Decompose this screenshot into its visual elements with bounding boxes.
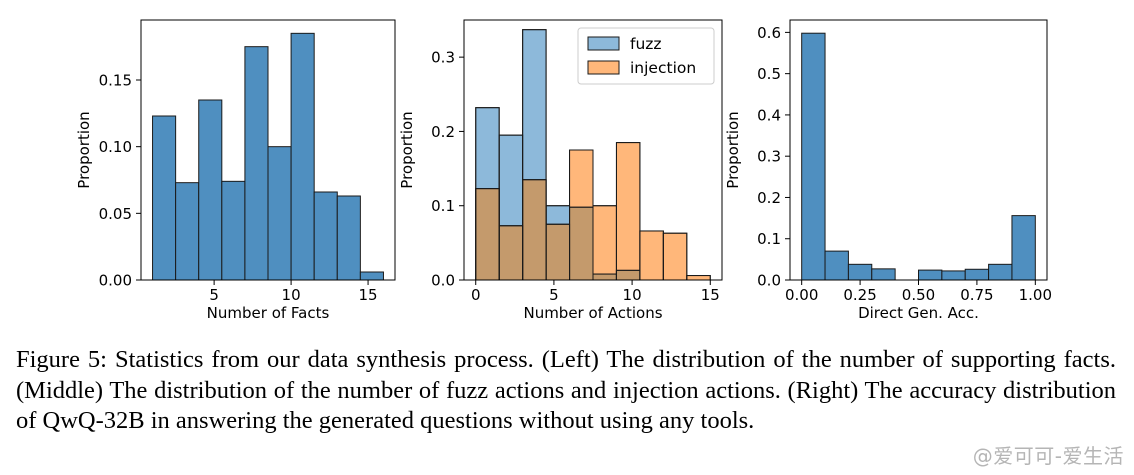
watermark-text: @爱可可-爱生活	[972, 444, 1124, 468]
bar-overlap-2	[498, 225, 524, 281]
bar-overlap-6	[592, 273, 617, 281]
bar-series-6	[267, 146, 292, 281]
bar-series-2	[824, 250, 849, 281]
bar-series-6	[918, 269, 943, 281]
x-tick-label: 5	[549, 286, 559, 304]
bar-series-7	[290, 32, 315, 281]
bar-injection-9	[662, 232, 688, 281]
y-axis-label: Proportion	[724, 111, 742, 188]
x-tick-label: 10	[623, 286, 642, 304]
x-tick-label: 0.50	[902, 286, 935, 304]
bar-series-5	[244, 46, 269, 281]
bar-overlap-5	[569, 206, 594, 281]
x-axis-label: Number of Facts	[207, 304, 330, 322]
legend-swatch-fuzz	[587, 36, 620, 51]
y-axis-label: Proportion	[398, 111, 416, 188]
legend-label-injection: injection	[630, 59, 696, 77]
y-tick-label: 0.10	[99, 138, 132, 156]
x-tick-label: 0.75	[960, 286, 993, 304]
chart-2: 0.0 0.1 0.2 0.3 0 5 10 15 Number of Actions Propo…	[398, 19, 723, 322]
bar-series-8	[313, 191, 338, 281]
bar-injection-7	[615, 142, 641, 281]
bar-series-4	[221, 180, 246, 281]
bar-series-2	[175, 182, 200, 281]
bar-series-1	[152, 115, 177, 281]
y-tick-label: 0.4	[757, 106, 781, 124]
bar-series-9	[988, 263, 1013, 281]
x-tick-label: 15	[359, 286, 378, 304]
x-tick-label: 0.25	[843, 286, 876, 304]
x-tick-label: 1.00	[1019, 286, 1052, 304]
legend-label-fuzz: fuzz	[630, 35, 662, 53]
y-tick-label: 0.00	[99, 272, 132, 290]
bar-overlap-1	[475, 188, 500, 281]
axes-frame	[140, 19, 396, 281]
bar-series-3	[198, 99, 223, 281]
y-tick-label: 0.3	[757, 148, 781, 166]
bar-series-1	[801, 32, 826, 281]
bar-injection-8	[639, 230, 664, 281]
bar-series-10	[1011, 215, 1036, 281]
bar-overlap-7	[615, 269, 641, 281]
x-tick-label: 10	[282, 286, 301, 304]
bar-series-9	[336, 195, 361, 281]
y-axis-label: Proportion	[75, 111, 93, 188]
y-tick-label: 0.2	[431, 123, 455, 141]
y-tick-label: 0.6	[757, 24, 781, 42]
x-axis-label: Direct Gen. Acc.	[858, 304, 979, 322]
y-tick-label: 0.15	[99, 72, 132, 90]
legend-swatch-injection	[587, 60, 620, 75]
y-tick-label: 0.5	[757, 65, 781, 83]
x-tick-label: 0.00	[785, 286, 818, 304]
y-tick-label: 0.2	[757, 189, 781, 207]
legend: fuzz injection	[577, 27, 715, 85]
y-tick-label: 0.0	[757, 272, 781, 290]
figure-caption: Figure 5: Statistics from our data synth…	[16, 346, 1116, 434]
axes-frame	[463, 19, 723, 281]
bar-series-10	[359, 271, 384, 281]
bar-series-7	[941, 270, 966, 281]
bar-injection-6	[592, 205, 617, 281]
y-tick-label: 0.0	[431, 272, 455, 290]
chart-3: 0.0 0.1 0.2 0.3 0.4 0.5 0.6 0.00 0.25 0.50 0.75 1.0…	[724, 19, 1052, 322]
bar-series-3	[847, 263, 873, 281]
axes-frame	[789, 19, 1048, 281]
x-axis-label: Number of Actions	[523, 304, 662, 322]
x-tick-label: 15	[701, 286, 720, 304]
y-tick-label: 0.05	[99, 205, 132, 223]
x-tick-label: 0	[471, 286, 481, 304]
bar-injection-10	[686, 275, 711, 281]
bar-series-4	[871, 268, 896, 281]
bar-overlap-4	[545, 223, 571, 281]
y-tick-label: 0.3	[431, 49, 455, 67]
y-tick-label: 0.1	[431, 197, 455, 215]
y-tick-label: 0.1	[757, 230, 781, 248]
bar-series-8	[964, 268, 990, 281]
chart-1: 0.00 0.05 0.10 0.15 5 10 15 Number of Facts Prop…	[75, 19, 396, 322]
x-tick-label: 5	[209, 286, 219, 304]
bar-overlap-3	[522, 179, 547, 281]
